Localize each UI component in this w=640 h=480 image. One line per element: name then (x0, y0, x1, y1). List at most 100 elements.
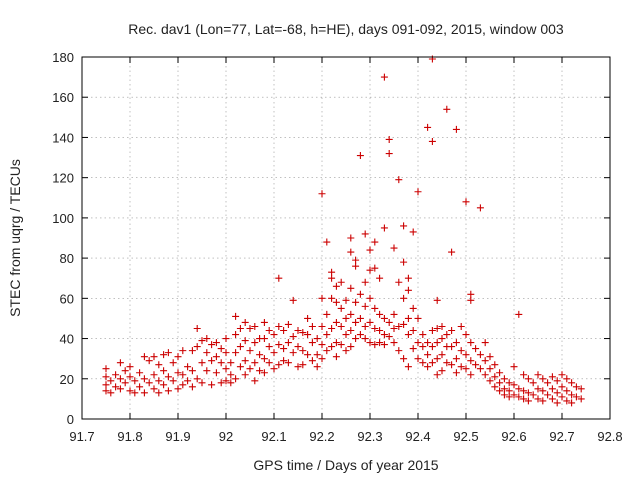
x-tick-label: 91.8 (117, 429, 142, 444)
data-point (395, 322, 403, 330)
data-point (380, 341, 388, 349)
data-point (116, 385, 124, 393)
data-point (496, 379, 504, 387)
data-point (337, 341, 345, 349)
data-point (472, 361, 480, 369)
data-point (164, 387, 172, 395)
data-point (308, 357, 316, 365)
data-point (352, 256, 360, 264)
y-tick-label: 120 (52, 171, 74, 186)
x-tick-label: 92.2 (309, 429, 334, 444)
data-point (241, 318, 249, 326)
data-point (448, 361, 456, 369)
data-point (275, 361, 283, 369)
data-point (563, 397, 571, 405)
data-point (140, 389, 148, 397)
data-point (500, 375, 508, 383)
data-point (404, 363, 412, 371)
data-point (260, 355, 268, 363)
data-point (304, 331, 312, 339)
data-point (424, 351, 432, 359)
data-point (347, 343, 355, 351)
data-point (232, 312, 240, 320)
y-tick-label: 80 (60, 251, 74, 266)
data-point (342, 331, 350, 339)
y-tick-label: 100 (52, 211, 74, 226)
data-point (270, 331, 278, 339)
data-point (102, 387, 110, 395)
data-point (481, 371, 489, 379)
data-point (318, 322, 326, 330)
data-point (347, 310, 355, 318)
data-point (294, 343, 302, 351)
data-point (524, 375, 532, 383)
data-point (356, 314, 364, 322)
data-point (529, 391, 537, 399)
data-point (553, 399, 561, 407)
data-point (404, 331, 412, 339)
data-point (534, 371, 542, 379)
data-point (395, 278, 403, 286)
data-point (208, 357, 216, 365)
data-point (337, 278, 345, 286)
data-point (308, 322, 316, 330)
data-point (467, 339, 475, 347)
data-point (347, 234, 355, 242)
data-point (520, 395, 528, 403)
data-point (352, 335, 360, 343)
data-point (553, 377, 561, 385)
data-point (136, 369, 144, 377)
data-point (222, 365, 230, 373)
data-point (246, 365, 254, 373)
y-tick-label: 160 (52, 90, 74, 105)
data-point (563, 387, 571, 395)
data-point (275, 274, 283, 282)
data-point (222, 335, 230, 343)
data-point (476, 204, 484, 212)
data-point (414, 339, 422, 347)
data-point (400, 355, 408, 363)
data-point (323, 331, 331, 339)
data-point (510, 363, 518, 371)
data-point (371, 325, 379, 332)
data-point (150, 371, 158, 379)
data-point (241, 337, 249, 345)
data-point (481, 357, 489, 365)
data-point (284, 359, 292, 367)
data-point (472, 345, 480, 353)
data-point (496, 387, 504, 395)
data-point (361, 278, 369, 286)
chart-title: Rec. dav1 (Lon=77, Lat=-68, h=HE), days … (128, 21, 564, 37)
data-point (462, 351, 470, 359)
data-point (400, 294, 408, 302)
data-point (246, 325, 254, 332)
data-point (102, 365, 110, 373)
data-point (164, 373, 172, 381)
data-point (212, 353, 220, 361)
data-point (539, 375, 547, 383)
data-point (452, 339, 460, 347)
data-point (524, 397, 532, 405)
data-point (203, 349, 211, 357)
data-point (491, 383, 499, 391)
data-point (380, 331, 388, 339)
data-point (102, 381, 110, 389)
data-point (352, 298, 360, 306)
data-point (328, 268, 336, 276)
data-point (251, 339, 259, 347)
data-point (212, 339, 220, 347)
data-point (193, 325, 201, 332)
data-point (174, 385, 182, 393)
data-point (294, 327, 302, 335)
data-point (313, 363, 321, 371)
data-point (308, 339, 316, 347)
y-tick-label: 60 (60, 291, 74, 306)
data-point (433, 339, 441, 347)
x-tick-label: 92.3 (357, 429, 382, 444)
x-tick-label: 91.7 (69, 429, 94, 444)
data-point (467, 357, 475, 365)
data-point (438, 322, 446, 330)
data-point (356, 331, 364, 339)
data-point (347, 284, 355, 292)
data-points (102, 55, 585, 407)
